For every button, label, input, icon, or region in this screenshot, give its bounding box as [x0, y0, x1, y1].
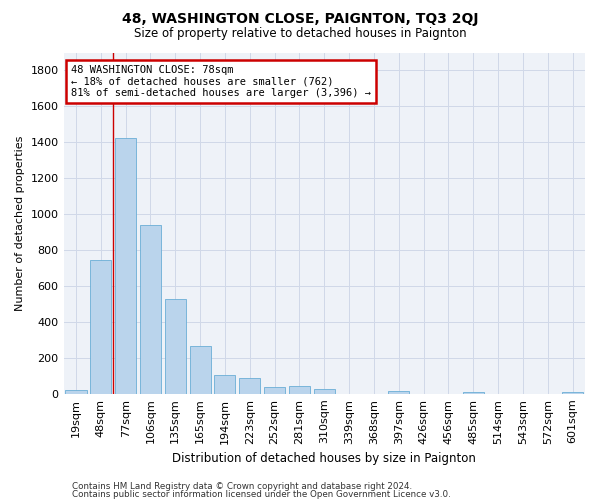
Bar — [65, 390, 86, 394]
Bar — [463, 392, 484, 394]
Text: 48 WASHINGTON CLOSE: 78sqm
← 18% of detached houses are smaller (762)
81% of sem: 48 WASHINGTON CLOSE: 78sqm ← 18% of deta… — [71, 65, 371, 98]
X-axis label: Distribution of detached houses by size in Paignton: Distribution of detached houses by size … — [172, 452, 476, 465]
Bar — [115, 138, 136, 394]
Bar — [90, 260, 112, 394]
Text: Contains HM Land Registry data © Crown copyright and database right 2024.: Contains HM Land Registry data © Crown c… — [72, 482, 412, 491]
Text: Contains public sector information licensed under the Open Government Licence v3: Contains public sector information licen… — [72, 490, 451, 499]
Y-axis label: Number of detached properties: Number of detached properties — [15, 136, 25, 311]
Text: 48, WASHINGTON CLOSE, PAIGNTON, TQ3 2QJ: 48, WASHINGTON CLOSE, PAIGNTON, TQ3 2QJ — [122, 12, 478, 26]
Text: Size of property relative to detached houses in Paignton: Size of property relative to detached ho… — [134, 28, 466, 40]
Bar — [264, 387, 285, 394]
Bar — [289, 386, 310, 394]
Bar — [140, 225, 161, 394]
Bar — [388, 392, 409, 394]
Bar — [562, 392, 583, 394]
Bar — [314, 389, 335, 394]
Bar — [190, 346, 211, 394]
Bar — [165, 298, 186, 394]
Bar — [239, 378, 260, 394]
Bar — [214, 375, 235, 394]
